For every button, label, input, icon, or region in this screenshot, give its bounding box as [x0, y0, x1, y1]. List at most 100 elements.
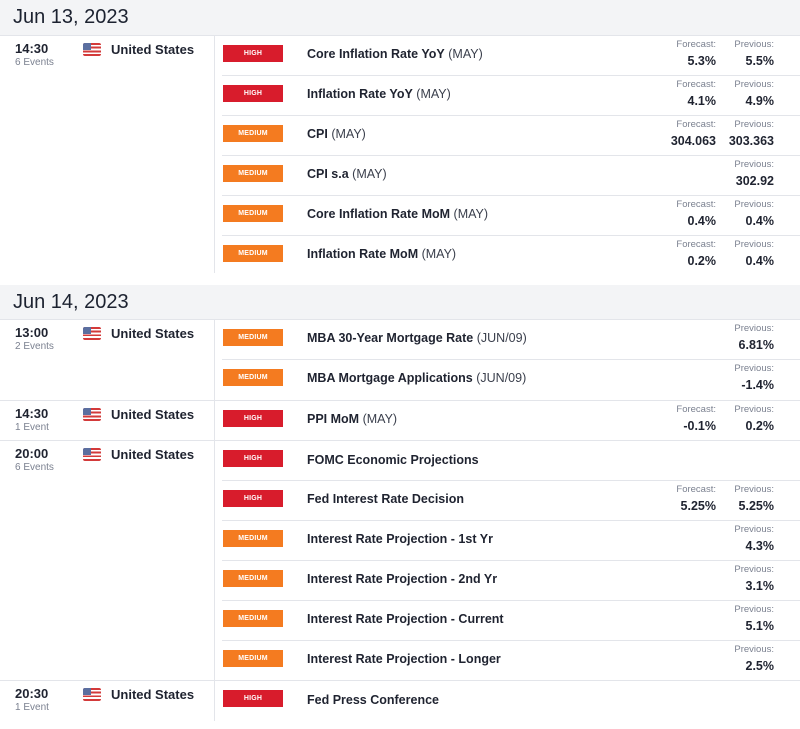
event-row[interactable]: HIGH PPI MoM (MAY) Forecast: -0.1% Previo…: [215, 401, 800, 441]
country-cell: United States: [83, 687, 194, 702]
event-row[interactable]: MEDIUM MBA 30-Year Mortgage Rate (JUN/09…: [215, 320, 800, 360]
importance-badge: MEDIUM: [223, 245, 283, 262]
event-time: 14:30: [15, 406, 49, 421]
previous-cell: Previous: 5.5%: [704, 38, 774, 68]
event-time: 14:30: [15, 41, 49, 56]
event-name[interactable]: Interest Rate Projection - Longer: [307, 652, 501, 666]
previous-cell: Previous: 5.1%: [704, 603, 774, 633]
importance-badge: HIGH: [223, 410, 283, 427]
event-row[interactable]: MEDIUM CPI s.a (MAY) Previous: 302.92: [215, 156, 800, 196]
forecast-label: Forecast:: [676, 39, 716, 50]
previous-label: Previous:: [734, 484, 774, 495]
event-row[interactable]: HIGH Fed Press Conference: [215, 681, 800, 721]
previous-value: 302.92: [735, 174, 774, 188]
event-name[interactable]: CPI s.a (MAY): [307, 167, 387, 181]
time-cell: 20:00 6 Events: [0, 441, 78, 473]
event-name[interactable]: Core Inflation Rate YoY (MAY): [307, 47, 483, 61]
previous-cell: Previous: 2.5%: [704, 643, 774, 673]
event-name[interactable]: Inflation Rate YoY (MAY): [307, 87, 451, 101]
previous-label: Previous:: [734, 39, 774, 50]
country-name: United States: [111, 407, 195, 422]
event-name[interactable]: Inflation Rate MoM (MAY): [307, 247, 456, 261]
importance-badge: MEDIUM: [223, 650, 283, 667]
previous-label: Previous:: [734, 644, 774, 655]
previous-cell: Previous: 5.25%: [704, 483, 774, 513]
importance-badge: MEDIUM: [223, 369, 283, 386]
importance-badge: MEDIUM: [223, 570, 283, 587]
forecast-label: Forecast:: [676, 119, 716, 130]
event-period: (MAY): [453, 207, 489, 221]
event-count: 6 Events: [15, 462, 54, 473]
event-title: Inflation Rate MoM: [307, 247, 419, 261]
event-period: (MAY): [421, 247, 457, 261]
forecast-cell: Forecast: -0.1%: [646, 403, 716, 433]
event-group: 14:30 1 Event United States HIGH PPI MoM…: [0, 400, 800, 440]
us-flag-icon: [83, 448, 101, 461]
previous-cell: Previous: 4.9%: [704, 78, 774, 108]
event-title: Interest Rate Projection - 2nd Yr: [307, 572, 498, 586]
event-row[interactable]: HIGH Core Inflation Rate YoY (MAY) Forec…: [215, 36, 800, 76]
event-row[interactable]: MEDIUM Core Inflation Rate MoM (MAY) For…: [215, 196, 800, 236]
importance-badge: HIGH: [223, 85, 283, 102]
country-cell: United States: [83, 326, 194, 341]
event-row[interactable]: MEDIUM Interest Rate Projection - 2nd Yr…: [215, 561, 800, 601]
forecast-label: Forecast:: [676, 239, 716, 250]
forecast-value: 0.2%: [687, 254, 717, 268]
event-name[interactable]: Interest Rate Projection - Current: [307, 612, 504, 626]
event-row[interactable]: HIGH Fed Interest Rate Decision Forecast…: [215, 481, 800, 521]
event-row[interactable]: MEDIUM Interest Rate Projection - Longer…: [215, 641, 800, 681]
previous-value: 0.2%: [745, 419, 775, 433]
event-row[interactable]: HIGH Inflation Rate YoY (MAY) Forecast: 4…: [215, 76, 800, 116]
event-title: Fed Interest Rate Decision: [307, 492, 464, 506]
time-cell: 13:00 2 Events: [0, 320, 78, 352]
previous-value: 5.25%: [738, 499, 774, 513]
country-name: United States: [111, 326, 195, 341]
importance-badge: HIGH: [223, 45, 283, 62]
event-name[interactable]: Fed Interest Rate Decision: [307, 492, 464, 506]
event-name[interactable]: Fed Press Conference: [307, 693, 439, 707]
previous-label: Previous:: [734, 564, 774, 575]
event-title: MBA 30-Year Mortgage Rate: [307, 331, 474, 345]
country-name: United States: [111, 687, 195, 702]
event-title: Interest Rate Projection - Current: [307, 612, 504, 626]
event-name[interactable]: Interest Rate Projection - 1st Yr: [307, 532, 493, 546]
event-period: (MAY): [331, 127, 366, 141]
previous-value: 5.1%: [745, 619, 775, 633]
date-header: Jun 14, 2023: [0, 285, 800, 320]
event-time: 13:00: [15, 325, 49, 340]
event-name[interactable]: MBA 30-Year Mortgage Rate (JUN/09): [307, 331, 527, 345]
date-header: Jun 13, 2023: [0, 0, 800, 35]
importance-badge: HIGH: [223, 490, 283, 507]
forecast-cell: Forecast: 0.4%: [646, 198, 716, 228]
event-period: (JUN/09): [476, 371, 527, 385]
event-count: 6 Events: [15, 57, 54, 68]
event-name[interactable]: PPI MoM (MAY): [307, 412, 397, 426]
event-title: Interest Rate Projection - Longer: [307, 652, 501, 666]
forecast-label: Forecast:: [676, 79, 716, 90]
previous-value: 6.81%: [738, 338, 774, 352]
previous-label: Previous:: [734, 239, 774, 250]
event-row[interactable]: MEDIUM Interest Rate Projection - 1st Yr…: [215, 521, 800, 561]
us-flag-icon: [83, 408, 101, 421]
event-group: 20:00 6 Events United States HIGH FOMC E…: [0, 440, 800, 680]
forecast-cell: Forecast: 4.1%: [646, 78, 716, 108]
event-row[interactable]: MEDIUM MBA Mortgage Applications (JUN/09…: [215, 360, 800, 400]
event-row[interactable]: MEDIUM Inflation Rate MoM (MAY) Forecast…: [215, 236, 800, 276]
importance-badge: MEDIUM: [223, 125, 283, 142]
event-name[interactable]: FOMC Economic Projections: [307, 453, 479, 467]
previous-label: Previous:: [734, 159, 774, 170]
event-title: Core Inflation Rate YoY: [307, 47, 445, 61]
event-row[interactable]: MEDIUM CPI (MAY) Forecast: 304.063 Previo…: [215, 116, 800, 156]
event-name[interactable]: MBA Mortgage Applications (JUN/09): [307, 371, 526, 385]
importance-badge: MEDIUM: [223, 205, 283, 222]
event-name[interactable]: CPI (MAY): [307, 127, 366, 141]
country-name: United States: [111, 42, 195, 57]
event-row[interactable]: MEDIUM Interest Rate Projection - Curren…: [215, 601, 800, 641]
forecast-label: Forecast:: [676, 484, 716, 495]
event-name[interactable]: Core Inflation Rate MoM (MAY): [307, 207, 488, 221]
previous-cell: Previous: 0.4%: [704, 238, 774, 268]
event-count: 1 Event: [15, 422, 49, 433]
event-row[interactable]: HIGH FOMC Economic Projections: [215, 441, 800, 481]
event-name[interactable]: Interest Rate Projection - 2nd Yr: [307, 572, 497, 586]
forecast-value: 0.4%: [687, 214, 717, 228]
